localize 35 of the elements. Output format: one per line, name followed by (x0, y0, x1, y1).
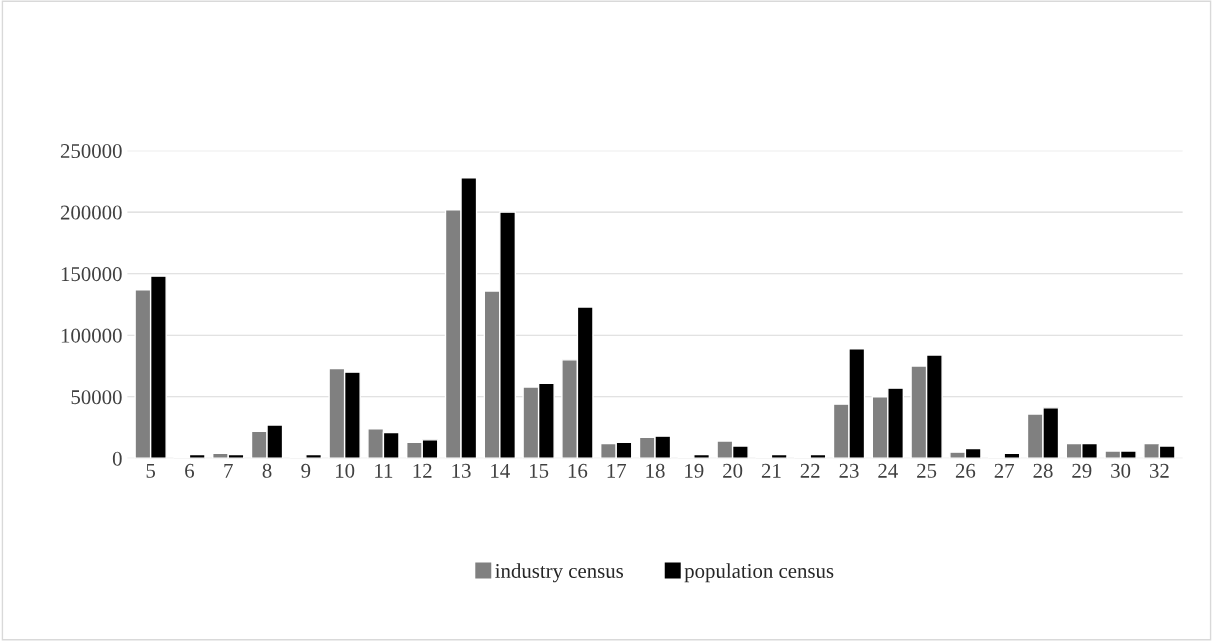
x-tick-label: 24 (878, 463, 898, 478)
y-tick-label: 0 (112, 451, 122, 466)
x-tick-label: 28 (1033, 463, 1053, 478)
x-tick-label: 26 (955, 463, 976, 478)
x-tick-label: 13 (452, 463, 471, 478)
x-tick-label: 10 (336, 463, 355, 478)
y-tick-label: 100000 (61, 328, 122, 343)
y-tick-label: 250000 (60, 144, 122, 159)
x-tick-label: 9 (301, 463, 311, 478)
x-tick-label: 27 (994, 463, 1015, 478)
x-tick-label: 11 (375, 463, 393, 478)
x-tick-label: 6 (185, 463, 195, 478)
legend-label: population census (684, 563, 834, 583)
x-tick-label: 15 (530, 463, 549, 478)
y-tick-label: 200000 (60, 205, 122, 220)
x-tick-label: 23 (839, 463, 859, 478)
x-tick-label: 8 (262, 463, 272, 478)
x-tick-label: 18 (646, 463, 665, 478)
x-tick-label: 29 (1072, 463, 1092, 478)
x-tick-label: 21 (761, 463, 781, 478)
x-tick-label: 32 (1149, 463, 1169, 478)
x-tick-label: 7 (224, 463, 233, 478)
legend-label: industry census (495, 563, 624, 583)
y-tick-label: 150000 (61, 267, 122, 282)
x-tick-label: 19 (685, 463, 704, 478)
x-tick-label: 25 (917, 463, 937, 478)
y-tick-label: 50000 (71, 390, 122, 405)
x-tick-label: 20 (723, 463, 743, 478)
x-tick-label: 5 (146, 463, 156, 478)
x-tick-label: 17 (607, 463, 627, 478)
x-tick-label: 30 (1111, 463, 1131, 478)
x-tick-label: 12 (413, 463, 432, 478)
x-tick-label: 14 (491, 463, 510, 478)
x-tick-label: 16 (568, 463, 588, 478)
x-tick-label: 22 (800, 463, 820, 478)
